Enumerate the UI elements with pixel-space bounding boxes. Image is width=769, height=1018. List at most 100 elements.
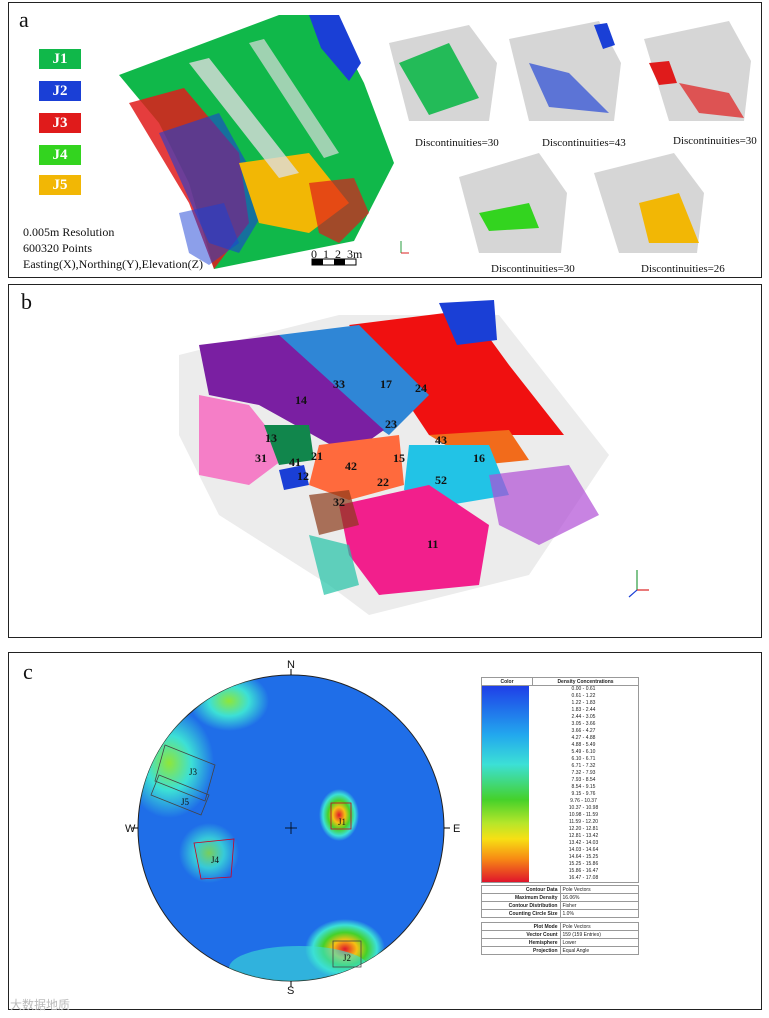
header-color: Color <box>481 677 533 686</box>
density-range-row: 2.44 - 3.05 <box>571 714 596 720</box>
header-density: Density Concentrations <box>532 677 639 686</box>
info-row: Counting Circle Size 1.0% <box>481 909 639 918</box>
facet-number: 24 <box>415 381 427 395</box>
info-value: Equal Angle <box>559 946 639 955</box>
axes-text: Easting(X),Northing(Y),Elevation(Z) <box>23 257 203 271</box>
watermark: 大数据地质 <box>10 998 71 1012</box>
resolution-text: 0.005m Resolution <box>23 225 115 239</box>
facet-number: 13 <box>265 431 277 445</box>
density-range-row: 14.03 - 14.64 <box>568 847 599 853</box>
legend-j1: J1 <box>39 49 81 69</box>
facet-number: 33 <box>333 377 345 391</box>
disc-j4: Discontinuities=30 <box>491 263 575 275</box>
info-key: Projection <box>481 946 561 955</box>
density-range-row: 12.20 - 12.81 <box>568 826 599 832</box>
density-colorbar <box>482 686 529 882</box>
density-range-row: 5.49 - 6.10 <box>571 749 596 755</box>
density-range-row: 1.22 - 1.83 <box>571 700 596 706</box>
density-range-row: 13.42 - 14.03 <box>568 840 599 846</box>
info-row: Projection Equal Angle <box>481 946 639 955</box>
density-ranges: 0.00 - 0.61 0.61 - 1.22 1.22 - 1.83 1.83 - … <box>529 686 638 882</box>
density-range-row: 7.93 - 8.54 <box>571 777 596 783</box>
facet-number: 17 <box>380 377 392 391</box>
info-row: Vector Count 159 (159 Entries) <box>481 930 639 939</box>
set-j4: J4 <box>211 855 220 865</box>
panel-a: a J1 J2 J3 J4 J5 Discontinui <box>8 2 762 278</box>
facet-number: 15 <box>393 451 405 465</box>
info-key: Hemisphere <box>481 938 561 947</box>
legend-j4: J4 <box>39 145 81 165</box>
compass-e: E <box>453 823 461 835</box>
points-text: 600320 Points <box>23 241 93 255</box>
facet-number: 21 <box>311 449 323 463</box>
info-key: Maximum Density <box>481 893 561 902</box>
density-range-row: 6.10 - 6.71 <box>571 756 596 762</box>
density-range-row: 9.76 - 10.37 <box>570 798 597 804</box>
info-value: 16.06% <box>559 893 639 902</box>
info-value: 1.0% <box>559 909 639 918</box>
legend-j2: J2 <box>39 81 81 101</box>
density-range-row: 15.86 - 16.47 <box>568 868 599 874</box>
disc-j5: Discontinuities=26 <box>641 263 725 275</box>
scale-0: 0 <box>311 247 317 261</box>
density-range-row: 6.71 - 7.32 <box>571 763 596 769</box>
info-key: Contour Distribution <box>481 901 561 910</box>
density-range-row: 16.47 - 17.08 <box>568 875 599 881</box>
facet-number: 32 <box>333 495 345 509</box>
density-range-row: 10.37 - 10.98 <box>568 805 599 811</box>
facet-number: 31 <box>255 451 267 465</box>
density-range-row: 7.32 - 7.93 <box>571 770 596 776</box>
panel-a-label: a <box>19 7 29 32</box>
set-j1: J1 <box>338 817 347 827</box>
density-range-row: 9.15 - 9.76 <box>571 791 596 797</box>
info-value: Fisher <box>559 901 639 910</box>
panel-c-label: c <box>23 659 33 684</box>
stereonet <box>132 669 450 987</box>
info-row: Hemisphere Lower <box>481 938 639 947</box>
facet-number: 43 <box>435 433 447 447</box>
density-legend-table: Color Density Concentrations 0.00 - 0.61… <box>481 677 639 955</box>
density-range-row: 4.27 - 4.88 <box>571 735 596 741</box>
info-value: Pole Vectors <box>559 922 639 931</box>
set-j2: J2 <box>343 953 352 963</box>
facet-number: 16 <box>473 451 485 465</box>
disc-j1: Discontinuities=30 <box>415 137 499 149</box>
density-range-row: 10.98 - 11.59 <box>568 812 599 818</box>
panel-b: b 33 17 24 14 23 43 13 15 16 31 41 21 42 12 52 22 32 11 <box>8 284 762 638</box>
density-range-row: 11.59 - 12.20 <box>568 819 599 825</box>
facet-number: 11 <box>427 537 439 551</box>
density-range-row: 4.88 - 5.49 <box>571 742 596 748</box>
facet-number: 23 <box>385 417 397 431</box>
panel-a-graphics <box>119 15 751 269</box>
density-range-row: 0.00 - 0.61 <box>571 686 596 692</box>
disc-j2: Discontinuities=43 <box>542 137 626 149</box>
contour-info-table: Contour Data Pole Vectors Maximum Density 1… <box>481 885 639 918</box>
legend-j5: J5 <box>39 175 81 195</box>
density-range-row: 0.61 - 1.22 <box>571 693 596 699</box>
compass-n: N <box>287 659 295 671</box>
compass-w: W <box>125 823 136 835</box>
scale-1: 1 <box>323 247 329 261</box>
info-row: Contour Data Pole Vectors <box>481 885 639 894</box>
facet-number: 14 <box>295 393 307 407</box>
info-row: Maximum Density 16.06% <box>481 893 639 902</box>
info-key: Counting Circle Size <box>481 909 561 918</box>
plot-info-table: Plot Mode Pole Vectors Vector Count 159 (15… <box>481 922 639 955</box>
disc-j3: Discontinuities=30 <box>673 135 757 147</box>
scale-3m: 3m <box>347 247 363 261</box>
facet-number: 42 <box>345 459 357 473</box>
panel-b-label: b <box>21 289 32 314</box>
info-row: Plot Mode Pole Vectors <box>481 922 639 931</box>
density-range-row: 12.81 - 13.42 <box>568 833 599 839</box>
info-value: 159 (159 Entries) <box>559 930 639 939</box>
scale-2: 2 <box>335 247 341 261</box>
set-j5: J5 <box>181 797 190 807</box>
compass-s: S <box>287 985 295 997</box>
info-value: Pole Vectors <box>559 885 639 894</box>
density-range-row: 1.83 - 2.44 <box>571 707 596 713</box>
info-key: Contour Data <box>481 885 561 894</box>
set-j3: J3 <box>189 767 198 777</box>
facet-number: 12 <box>297 469 309 483</box>
facet-number: 22 <box>377 475 389 489</box>
density-range-row: 8.54 - 9.15 <box>571 784 596 790</box>
